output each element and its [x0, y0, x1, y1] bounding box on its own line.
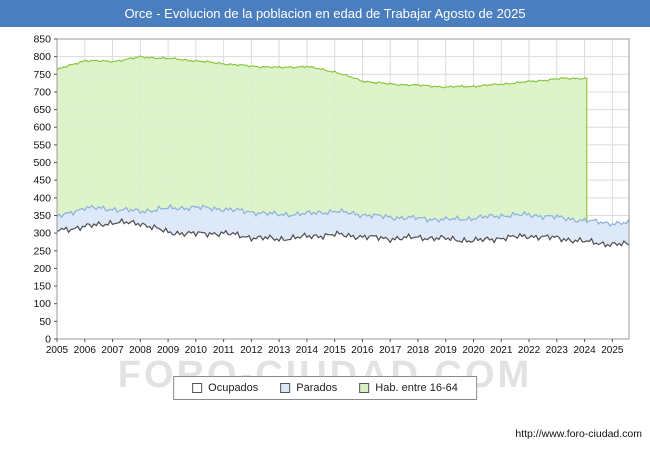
- legend-label-ocupados: Ocupados: [208, 382, 259, 394]
- x-tick-label: 2007: [101, 345, 124, 356]
- x-tick-label: 2016: [351, 345, 374, 356]
- line-parados: [56, 203, 630, 228]
- y-tick-label: 250: [33, 245, 51, 257]
- x-tick-label: 2012: [240, 345, 263, 356]
- x-tick-label: 2022: [518, 345, 541, 356]
- y-tick-label: 550: [33, 139, 51, 151]
- y-tick-label: 350: [33, 210, 51, 222]
- y-tick-label: 200: [33, 263, 51, 275]
- legend-item-ocupados: Ocupados: [192, 382, 258, 394]
- x-tick-label: 2005: [46, 345, 69, 356]
- plot-border: [56, 38, 630, 340]
- legend-item-parados: Parados: [280, 382, 337, 394]
- ocupados-swatch-icon: [192, 383, 203, 393]
- x-tick-label: 2014: [296, 345, 319, 356]
- x-tick-label: 2013: [268, 345, 291, 356]
- x-tick-label: 2020: [462, 345, 485, 356]
- x-tick-label: 2023: [546, 345, 569, 356]
- x-tick-label: 2010: [185, 345, 208, 356]
- y-tick-label: 500: [33, 157, 51, 169]
- x-tick-label: 2006: [74, 345, 97, 356]
- y-tick-label: 450: [33, 175, 51, 187]
- y-tick-label: 300: [33, 228, 51, 240]
- x-tick-label: 2008: [129, 345, 152, 356]
- y-tick-label: 600: [33, 122, 51, 134]
- y-tick-label: 750: [33, 69, 51, 81]
- y-tick-label: 700: [33, 86, 51, 98]
- line-hab-entre-16-64: [56, 55, 588, 339]
- legend-label-parados: Parados: [296, 382, 338, 394]
- foro-ciudad-link[interactable]: http://www.foro-ciudad.com: [515, 428, 642, 440]
- y-tick-label: 150: [33, 281, 51, 293]
- legend-label-hab-16-64: Hab. entre 16-64: [375, 382, 458, 394]
- population-area-chart: 0 50 100 150 200 250 300 350 400 450 500 550 600 650 7…: [33, 34, 630, 356]
- y-tick-label: 400: [33, 192, 51, 204]
- x-tick-label: 2011: [213, 345, 235, 356]
- x-tick-label: 2017: [379, 345, 402, 356]
- x-tick-label: 2021: [490, 345, 513, 356]
- y-tick-label: 0: [45, 334, 51, 346]
- x-tick-label: 2018: [407, 345, 430, 356]
- y-tick-label: 50: [39, 316, 51, 328]
- legend-item-hab-16-64: Hab. entre 16-64: [359, 382, 458, 394]
- y-tick-label: 800: [33, 51, 51, 63]
- legend: Ocupados Parados Hab. entre 16-64: [173, 376, 477, 400]
- y-tick-label: 850: [33, 34, 51, 46]
- x-tick-label: 2009: [157, 345, 180, 356]
- x-tick-label: 2024: [573, 345, 596, 356]
- x-tick-label: 2025: [601, 345, 624, 356]
- area-ocupados: [57, 219, 629, 339]
- parados-swatch-icon: [280, 383, 291, 393]
- y-tick-label: 650: [33, 104, 51, 116]
- x-tick-label: 2019: [435, 345, 458, 356]
- y-tick-label: 100: [33, 298, 51, 310]
- x-tick-label: 2015: [324, 345, 347, 356]
- line-ocupados: [56, 217, 629, 248]
- chart-title: Orce - Evolucion de la poblacion en edad…: [0, 0, 650, 27]
- hab-16-64-swatch-icon: [359, 383, 370, 393]
